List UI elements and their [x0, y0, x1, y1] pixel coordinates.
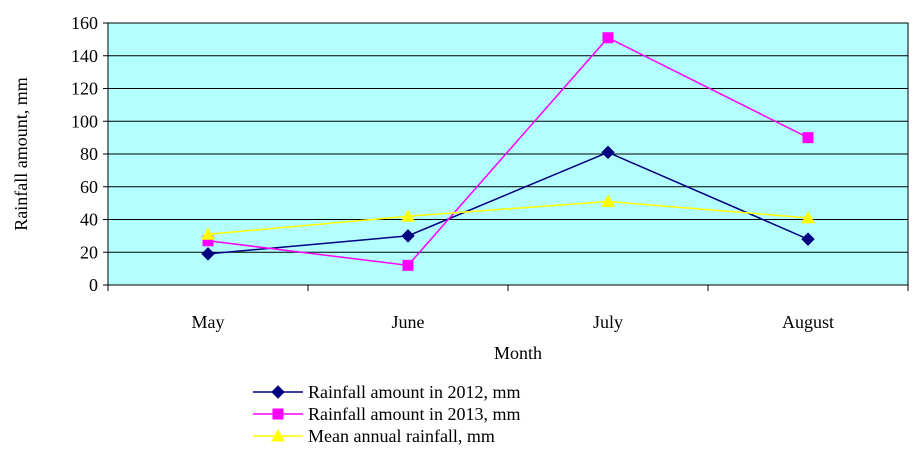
series-line [207, 151, 809, 255]
data-point [401, 209, 415, 222]
legend-label: Rainfall amount in 2013, mm [308, 404, 520, 424]
series-1 [201, 145, 815, 261]
series-layer [201, 32, 815, 271]
legend-item: Rainfall amount in 2013, mm [253, 404, 520, 424]
data-point [402, 259, 414, 271]
legend-item: Mean annual rainfall, mm [253, 426, 495, 446]
y-tick-label: 140 [71, 46, 98, 66]
y-tick-label: 120 [71, 79, 98, 99]
series-line [207, 200, 809, 235]
y-tick-label: 40 [80, 210, 98, 230]
y-tick-label: 0 [89, 275, 98, 295]
series-3 [201, 194, 815, 240]
y-tick-label: 160 [71, 13, 98, 33]
series-2 [202, 32, 814, 271]
legend-marker [271, 385, 285, 399]
y-axis-ticks: 0 20 40 60 80 100 120 140 160 [71, 13, 108, 295]
data-point [201, 227, 215, 240]
series-line [207, 36, 809, 267]
data-point [401, 229, 415, 243]
x-axis-title: Month [494, 343, 542, 363]
y-tick-label: 80 [80, 144, 98, 164]
y-tick-label: 100 [71, 111, 98, 131]
data-point [201, 247, 215, 261]
legend-label: Mean annual rainfall, mm [308, 426, 495, 446]
x-tick-label: June [392, 312, 425, 332]
x-axis-ticks: May June July August [107, 285, 909, 332]
data-point [601, 194, 615, 207]
data-point [602, 32, 614, 44]
x-tick-label: July [593, 312, 623, 332]
legend-marker [272, 408, 284, 420]
data-point [601, 145, 615, 160]
data-point [802, 132, 814, 144]
gridlines [108, 55, 908, 253]
x-tick-label: August [782, 312, 834, 332]
data-point [801, 210, 815, 224]
legend-item: Rainfall amount in 2012, mm [253, 382, 520, 402]
y-axis-title: Rainfall amount, mm [11, 77, 31, 230]
x-tick-label: May [192, 312, 225, 332]
y-tick-label: 60 [80, 177, 98, 197]
legend-label: Rainfall amount in 2012, mm [308, 382, 520, 402]
legend-marker [271, 428, 285, 442]
y-tick-label: 20 [80, 242, 98, 262]
data-point [801, 232, 815, 246]
